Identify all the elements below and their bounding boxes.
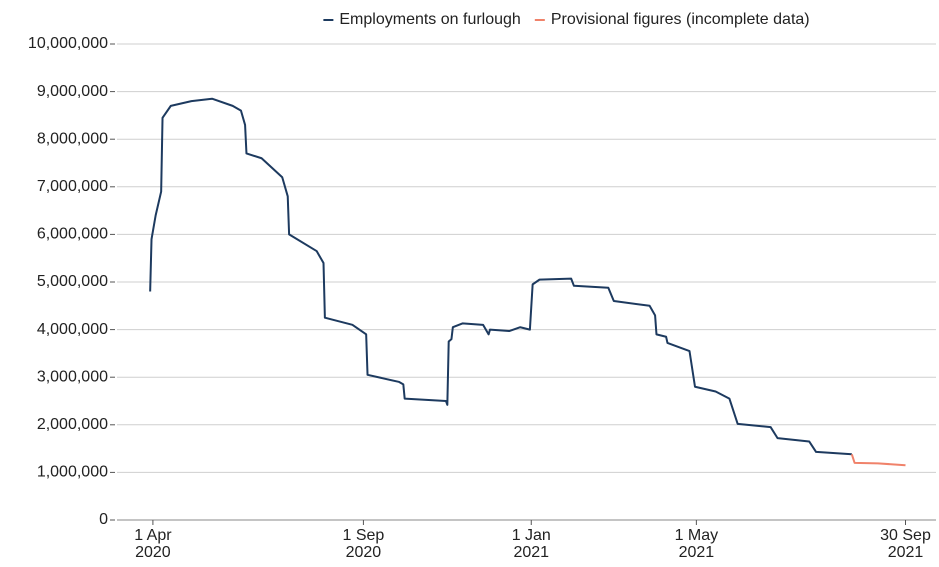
y-tick-label: 8,000,000 (37, 130, 108, 147)
legend-item: Employments on furlough (323, 11, 521, 28)
x-tick-label: 1 Apr (134, 527, 172, 544)
y-tick-label: 10,000,000 (28, 35, 108, 52)
x-tick-label: 2021 (888, 544, 924, 561)
y-tick-label: 3,000,000 (37, 368, 108, 385)
x-tick-label: 1 May (675, 527, 719, 544)
series-line (850, 454, 906, 467)
x-tick-label: 30 Sep (880, 527, 931, 544)
legend-item: Provisional figures (incomplete data) (534, 11, 810, 28)
x-tick-label: 1 Jan (512, 527, 551, 544)
legend-label: Employments on furlough (339, 11, 520, 28)
y-tick-label: 1,000,000 (37, 464, 108, 481)
y-tick-label: 9,000,000 (37, 83, 108, 100)
y-tick-label: 4,000,000 (37, 321, 108, 338)
legend: Employments on furlough Provisional figur… (323, 11, 810, 28)
y-tick-label: 5,000,000 (37, 273, 108, 290)
legend-label: Provisional figures (incomplete data) (551, 11, 810, 28)
x-tick-label: 2020 (346, 544, 382, 561)
x-tick-label: 2021 (513, 544, 549, 561)
x-tick-label: 2021 (679, 544, 715, 561)
y-tick-label: 7,000,000 (37, 178, 108, 195)
series-line (149, 97, 852, 456)
y-tick-label: 6,000,000 (37, 226, 108, 243)
y-tick-label: 0 (99, 511, 108, 528)
y-tick-label: 2,000,000 (37, 416, 108, 433)
x-tick-label: 2020 (135, 544, 171, 561)
x-tick-label: 1 Sep (343, 527, 385, 544)
